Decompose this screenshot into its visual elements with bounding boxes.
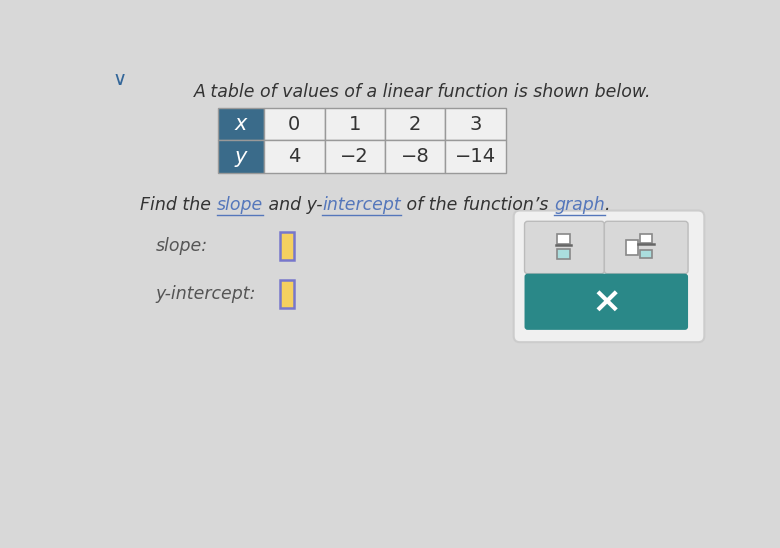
FancyBboxPatch shape	[640, 250, 652, 258]
FancyBboxPatch shape	[264, 140, 324, 173]
FancyBboxPatch shape	[604, 221, 688, 273]
FancyBboxPatch shape	[524, 273, 688, 330]
FancyBboxPatch shape	[279, 280, 293, 307]
Text: slope: slope	[217, 196, 263, 214]
Text: 4: 4	[288, 147, 300, 166]
FancyBboxPatch shape	[445, 140, 506, 173]
Text: 0: 0	[289, 115, 300, 134]
Text: −14: −14	[456, 147, 496, 166]
Text: slope:: slope:	[156, 237, 207, 255]
Text: graph: graph	[554, 196, 604, 214]
FancyBboxPatch shape	[385, 108, 445, 140]
Text: Find the: Find the	[140, 196, 217, 214]
Text: −8: −8	[401, 147, 430, 166]
FancyBboxPatch shape	[626, 240, 638, 255]
Text: intercept: intercept	[322, 196, 401, 214]
Text: y: y	[235, 147, 247, 167]
Text: 3: 3	[470, 115, 482, 134]
Text: of the function’s: of the function’s	[401, 196, 554, 214]
FancyBboxPatch shape	[640, 235, 652, 243]
FancyBboxPatch shape	[385, 140, 445, 173]
Text: y-intercept:: y-intercept:	[156, 284, 256, 302]
FancyBboxPatch shape	[218, 140, 264, 173]
FancyBboxPatch shape	[524, 221, 605, 273]
Text: x: x	[235, 115, 247, 134]
FancyBboxPatch shape	[324, 140, 385, 173]
Text: and y-: and y-	[263, 196, 322, 214]
Text: 2: 2	[409, 115, 421, 134]
Text: 1: 1	[349, 115, 361, 134]
FancyBboxPatch shape	[558, 249, 570, 259]
FancyBboxPatch shape	[514, 210, 704, 342]
FancyBboxPatch shape	[558, 233, 570, 244]
Text: ×: ×	[591, 285, 622, 319]
Text: ∨: ∨	[112, 70, 126, 89]
FancyBboxPatch shape	[445, 108, 506, 140]
Text: −2: −2	[340, 147, 369, 166]
FancyBboxPatch shape	[218, 108, 264, 140]
Text: .: .	[604, 196, 610, 214]
FancyBboxPatch shape	[264, 108, 324, 140]
FancyBboxPatch shape	[324, 108, 385, 140]
FancyBboxPatch shape	[279, 232, 293, 260]
Text: A table of values of a linear function is shown below.: A table of values of a linear function i…	[194, 83, 652, 101]
